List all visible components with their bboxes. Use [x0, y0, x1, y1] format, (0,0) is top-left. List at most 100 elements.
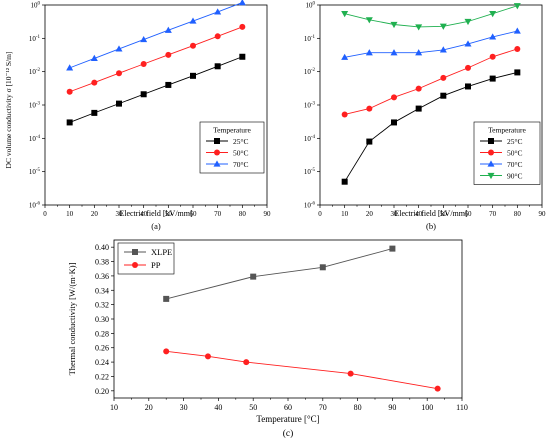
data-point	[366, 138, 373, 145]
data-point	[115, 45, 123, 52]
panel-label: (b)	[426, 221, 436, 231]
data-point	[239, 53, 246, 60]
series-2	[66, 23, 246, 95]
y-tick-base: 10	[304, 202, 312, 210]
data-point	[489, 11, 497, 18]
chart-panel-2: 0 10 20 30 40 50 60 70 80 9010-610-510-410-310-21…	[304, 2, 546, 232]
y-tick-exponent: -1	[36, 35, 41, 40]
x-tick-label: 100	[421, 403, 433, 412]
legend-entry-label: 70°C	[233, 160, 249, 169]
x-tick-label: 70	[489, 210, 497, 218]
data-point	[464, 40, 472, 47]
data-point	[341, 53, 349, 60]
y-tick-label: 0.20	[95, 387, 109, 396]
y-tick-label: 0.30	[95, 315, 109, 324]
y-tick-label: 10-3	[29, 102, 41, 110]
y-tick-label: 0.26	[95, 344, 109, 353]
x-axis-label: Electric field [kV/mm]	[119, 209, 193, 218]
x-tick-label: 90	[388, 403, 396, 412]
data-point	[514, 45, 521, 52]
data-point	[190, 42, 196, 49]
series-line	[344, 71, 518, 182]
legend-marker	[487, 172, 495, 180]
y-tick-label: 10-2	[304, 68, 316, 76]
y-tick-base: 10	[29, 68, 37, 76]
data-point	[440, 92, 447, 99]
x-tick-label: 20	[145, 403, 153, 412]
data-point	[214, 33, 221, 40]
series-line	[69, 56, 243, 123]
y-tick-exponent: -4	[311, 135, 316, 140]
data-point	[465, 64, 471, 71]
data-point	[390, 49, 398, 56]
data-point	[439, 23, 447, 30]
x-axis-label: Temperature [°C]	[256, 414, 319, 424]
x-tick-label: 70	[319, 403, 327, 412]
data-point	[415, 85, 422, 92]
y-tick-label: 10-6	[29, 202, 41, 210]
legend-entry-label: PP	[151, 260, 161, 270]
legend-entry-label: XLPE	[151, 247, 172, 257]
series-3	[66, 0, 246, 71]
data-point	[243, 359, 250, 366]
data-point	[165, 51, 172, 58]
legend: Temperature 25°C 50°C 70°C 90°C	[473, 121, 541, 185]
y-tick-base: 10	[31, 2, 39, 10]
legend-entry-label: 90°C	[507, 172, 523, 181]
data-point	[164, 26, 172, 33]
x-tick-label: 70	[214, 210, 222, 218]
y-tick-base: 10	[304, 168, 312, 176]
data-point	[190, 72, 196, 79]
legend: Temperature 25°C 50°C 70°C	[199, 121, 265, 174]
series-1	[163, 245, 396, 302]
legend-marker	[488, 149, 494, 156]
legend-entry-label: 25°C	[507, 137, 523, 146]
y-tick-label: 0.32	[95, 301, 109, 310]
legend-marker	[213, 160, 221, 167]
data-point	[489, 53, 496, 60]
y-tick-exponent: 0	[38, 2, 41, 7]
x-tick-label: 40	[415, 210, 423, 218]
x-tick-label: 10	[341, 210, 349, 218]
legend-entry-label: 70°C	[507, 160, 523, 169]
y-tick-label: 0.40	[95, 243, 109, 252]
x-tick-label: 30	[391, 210, 399, 218]
x-tick-label: 20	[91, 210, 99, 218]
data-point	[391, 119, 397, 126]
y-tick-base: 10	[29, 202, 37, 210]
legend-marker	[487, 160, 495, 167]
data-point	[250, 273, 257, 280]
data-point	[116, 70, 122, 77]
data-point	[239, 23, 246, 30]
x-tick-label: 60	[284, 403, 292, 412]
series-line	[344, 30, 518, 58]
data-point	[341, 111, 348, 118]
data-point	[140, 35, 148, 43]
legend-marker	[132, 249, 138, 255]
data-point	[415, 24, 423, 31]
y-tick-label: 10-4	[304, 135, 316, 143]
y-tick-label: 10-6	[304, 202, 316, 210]
series-4	[341, 3, 521, 31]
x-tick-label: 90	[264, 210, 272, 218]
data-point	[514, 69, 521, 76]
x-tick-label: 60	[190, 210, 198, 218]
data-point	[91, 79, 98, 86]
series-line	[166, 248, 393, 300]
data-point	[163, 348, 170, 355]
x-tick-label: 10	[66, 210, 74, 218]
y-tick-label: 10-4	[29, 135, 41, 143]
series-line	[69, 26, 243, 93]
x-tick-label: 80	[354, 403, 362, 412]
data-point	[513, 3, 521, 10]
data-point	[390, 21, 398, 29]
series-2	[341, 45, 521, 118]
y-axis-label: Thermal conductivity [W/(m·K)]	[67, 262, 77, 375]
data-point	[214, 63, 221, 70]
x-tick-label: 40	[214, 403, 222, 412]
y-tick-label: 10-2	[29, 68, 41, 76]
x-tick-label: 50	[249, 403, 257, 412]
y-tick-base: 10	[29, 102, 37, 110]
series-1	[66, 53, 246, 126]
data-point	[415, 105, 422, 112]
